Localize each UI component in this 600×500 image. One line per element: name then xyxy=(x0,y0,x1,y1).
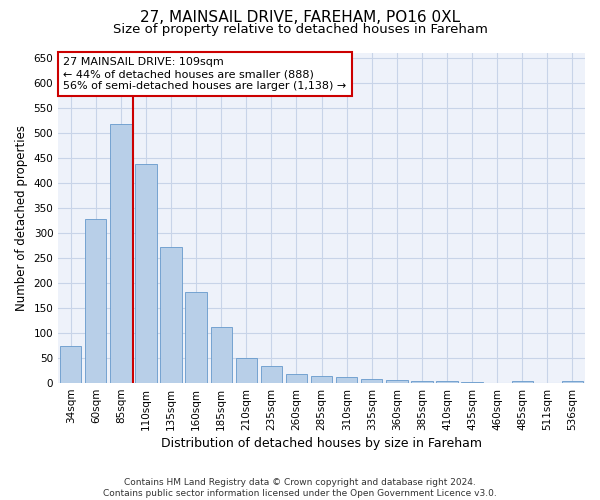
Bar xyxy=(136,164,157,383)
Y-axis label: Number of detached properties: Number of detached properties xyxy=(15,125,28,311)
Text: 27, MAINSAIL DRIVE, FAREHAM, PO16 0XL: 27, MAINSAIL DRIVE, FAREHAM, PO16 0XL xyxy=(140,10,460,25)
Bar xyxy=(311,376,332,383)
Bar xyxy=(562,380,583,383)
Bar xyxy=(185,292,207,383)
Bar xyxy=(110,124,131,383)
Bar xyxy=(336,377,358,383)
Bar xyxy=(386,380,407,383)
Bar xyxy=(85,220,106,383)
Bar xyxy=(236,358,257,383)
Bar xyxy=(512,380,533,383)
Bar xyxy=(211,327,232,383)
Bar xyxy=(411,380,433,383)
Text: Contains HM Land Registry data © Crown copyright and database right 2024.
Contai: Contains HM Land Registry data © Crown c… xyxy=(103,478,497,498)
Bar xyxy=(160,247,182,383)
Text: Size of property relative to detached houses in Fareham: Size of property relative to detached ho… xyxy=(113,22,487,36)
Bar xyxy=(461,382,483,383)
X-axis label: Distribution of detached houses by size in Fareham: Distribution of detached houses by size … xyxy=(161,437,482,450)
Text: 27 MAINSAIL DRIVE: 109sqm
← 44% of detached houses are smaller (888)
56% of semi: 27 MAINSAIL DRIVE: 109sqm ← 44% of detac… xyxy=(64,58,347,90)
Bar xyxy=(361,379,382,383)
Bar xyxy=(436,380,458,383)
Bar xyxy=(261,366,282,383)
Bar xyxy=(60,346,82,383)
Bar xyxy=(286,374,307,383)
